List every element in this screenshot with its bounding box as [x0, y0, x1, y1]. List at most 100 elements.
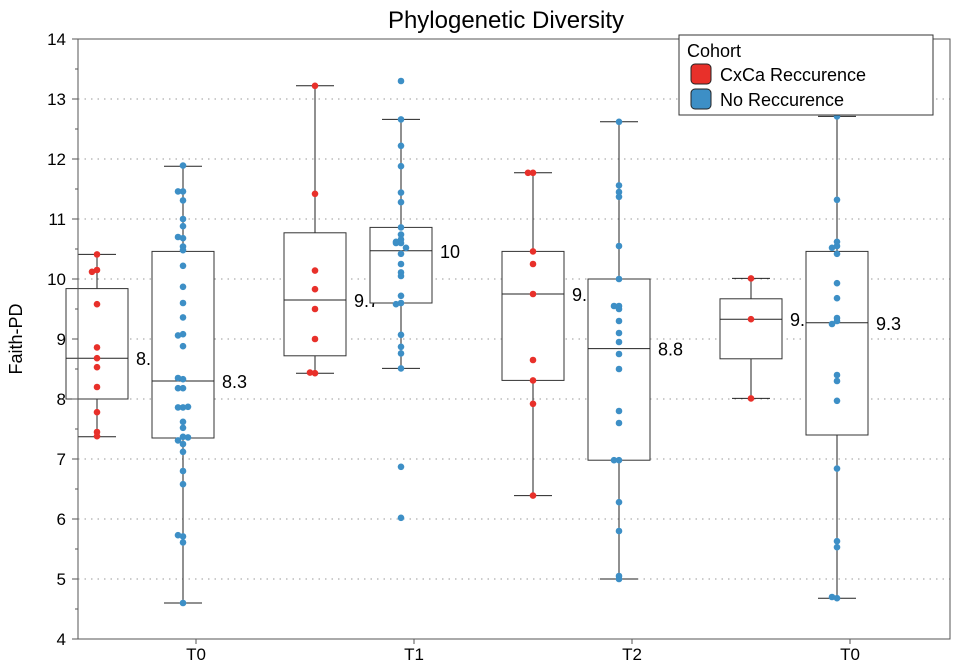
y-tick-label: 8: [57, 390, 66, 409]
data-point: [397, 272, 405, 280]
data-point: [615, 242, 623, 250]
data-point: [179, 404, 187, 411]
median-label: 8.8: [658, 340, 683, 360]
data-point: [397, 77, 405, 85]
data-point: [93, 344, 101, 351]
data-point: [833, 543, 841, 551]
data-point: [833, 242, 841, 250]
data-point: [615, 193, 623, 201]
data-point: [392, 300, 400, 308]
data-point: [179, 246, 187, 254]
data-point: [93, 266, 101, 274]
data-point: [529, 400, 537, 408]
data-point: [397, 198, 405, 206]
data-point: [179, 330, 187, 338]
data-point: [615, 575, 623, 583]
data-point: [397, 142, 405, 150]
x-tick-label: T1: [404, 645, 424, 664]
data-point: [833, 397, 841, 405]
median-label: 10: [440, 242, 460, 262]
legend-label-no-recurrence: No Reccurence: [720, 90, 844, 110]
data-point: [397, 299, 405, 307]
data-point: [529, 290, 537, 298]
data-point: [529, 377, 537, 384]
data-point: [615, 182, 623, 189]
data-point: [179, 188, 187, 195]
data-point: [93, 408, 101, 416]
data-point: [833, 377, 841, 385]
median-label: 9.3: [876, 314, 901, 334]
data-point: [311, 267, 319, 274]
y-tick-label: 7: [57, 450, 66, 469]
data-point: [833, 250, 841, 258]
data-point: [179, 299, 187, 307]
data-point: [615, 407, 623, 415]
axes: 4 5 6 7 8 9 10 11 12 13 14 T0 T1 T2 T0: [47, 30, 860, 664]
data-point: [402, 244, 410, 252]
box: [805, 250, 869, 436]
box-group: 8.7: [65, 251, 161, 440]
data-point: [828, 593, 836, 601]
box: [283, 232, 347, 357]
data-point: [174, 437, 182, 444]
data-point: [179, 424, 187, 432]
data-point: [174, 404, 182, 411]
data-point: [529, 492, 537, 499]
data-point: [93, 354, 101, 362]
data-point: [311, 369, 319, 377]
data-point: [397, 292, 405, 300]
data-point: [615, 338, 623, 346]
data-point: [397, 514, 405, 522]
median-label: 8.3: [222, 372, 247, 392]
data-point: [179, 283, 187, 291]
legend-box: [678, 34, 934, 116]
plot-marks: 8.7 9.7 9.7 9.3 8.3 10 8.8 9.3: [65, 77, 901, 607]
data-point: [833, 537, 841, 545]
y-tick-label: 13: [47, 90, 66, 109]
data-point: [833, 317, 841, 325]
y-axis-label: Faith-PD: [6, 303, 26, 374]
data-point: [311, 190, 319, 198]
data-point: [397, 260, 405, 268]
data-point: [179, 448, 187, 456]
data-point: [397, 463, 405, 471]
box-group: 10: [369, 77, 460, 522]
data-point: [610, 302, 618, 310]
data-point: [179, 262, 187, 270]
data-point: [833, 294, 841, 302]
data-point: [93, 383, 101, 391]
data-point: [397, 231, 405, 238]
data-point: [179, 342, 187, 350]
y-tick-label: 4: [57, 630, 66, 649]
data-point: [397, 162, 405, 170]
data-point: [179, 162, 187, 169]
x-tick-label: T0: [840, 645, 860, 664]
legend-title: Cohort: [687, 41, 741, 61]
data-point: [615, 350, 623, 358]
data-point: [828, 244, 836, 252]
data-point: [93, 251, 101, 258]
data-point: [184, 403, 192, 411]
data-point: [615, 275, 623, 283]
data-point: [179, 197, 187, 204]
data-point: [615, 305, 623, 313]
data-point: [184, 434, 192, 441]
data-point: [397, 189, 405, 196]
data-point: [93, 363, 101, 371]
data-point: [179, 314, 187, 321]
data-point: [615, 419, 623, 427]
data-point: [610, 456, 618, 464]
data-point: [179, 375, 187, 383]
data-point: [174, 374, 182, 382]
y-tick-label: 12: [47, 150, 66, 169]
box-group: 9.7: [283, 82, 379, 377]
data-point: [833, 196, 841, 204]
data-point: [93, 432, 101, 440]
data-point: [397, 331, 405, 339]
data-point: [397, 224, 405, 231]
data-point: [747, 315, 755, 323]
box-group: 9.3: [719, 275, 815, 402]
legend-swatch-cxca: [690, 63, 712, 85]
data-point: [615, 118, 623, 126]
